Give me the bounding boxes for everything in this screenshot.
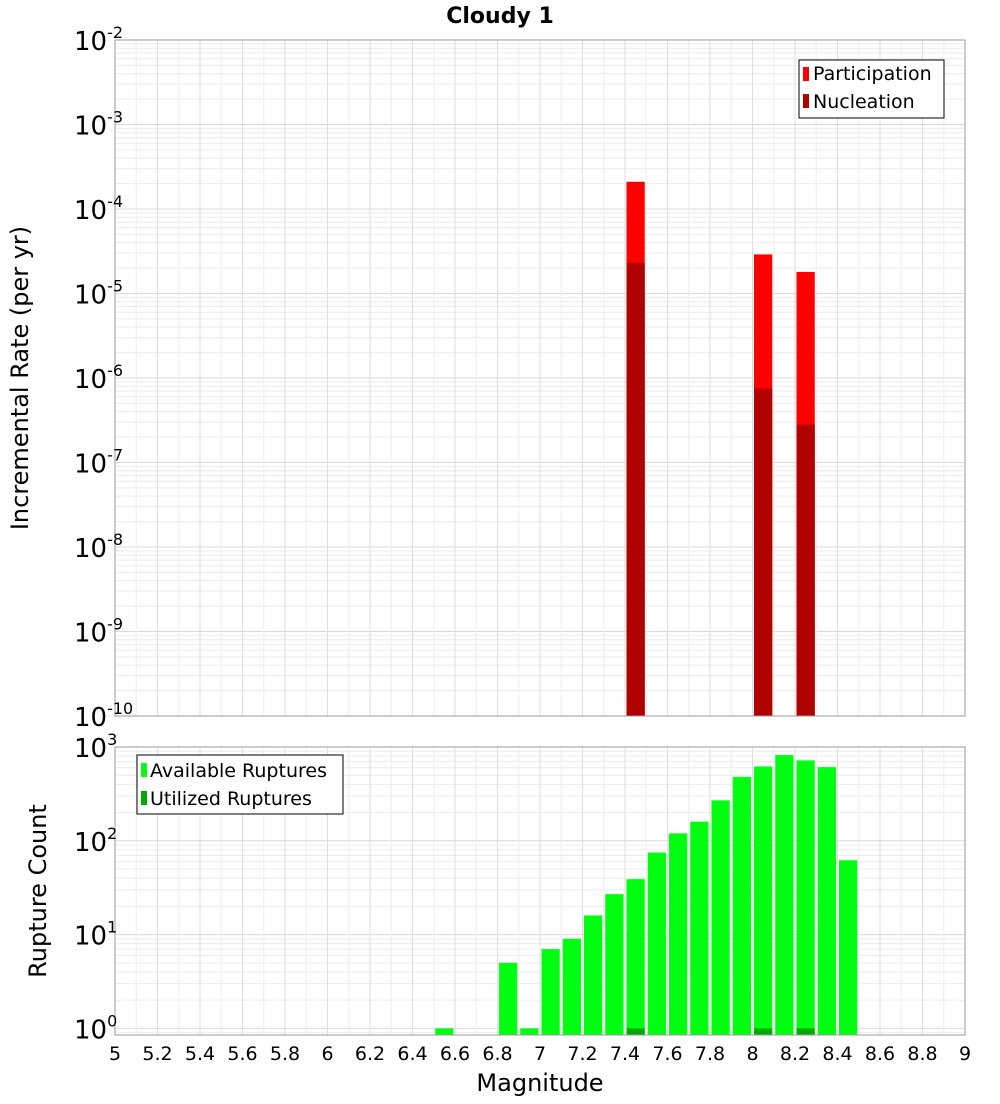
bar-available-ruptures (817, 767, 836, 1035)
bar-available-ruptures (520, 1028, 539, 1035)
legend-label-nucleation: Nucleation (813, 91, 915, 113)
x-axis-ticks: 5 5.2 5.4 5.6 5.8 6 6.2 6.4 6.6 6.8 7 7.2 7.4 7.6 7.8 8… (109, 1043, 971, 1065)
bar-available-ruptures (499, 962, 518, 1035)
bar-available-ruptures (839, 860, 858, 1035)
bar-nucleation (626, 262, 645, 716)
bottom-panel-bars (435, 755, 858, 1035)
bottom-panel-y-tick-label: 100 (74, 1011, 117, 1045)
top-panel-y-tick-label: 10-5 (74, 277, 123, 311)
bar-available-ruptures (796, 760, 815, 1035)
x-tick-label: 8.4 (822, 1043, 852, 1065)
top-panel-legend: Participation Nucleation (798, 59, 945, 119)
bar-nucleation (754, 388, 773, 716)
x-tick-label: 6.6 (440, 1043, 470, 1065)
x-tick-label: 5.8 (270, 1043, 300, 1065)
bottom-panel-legend: Available Ruptures Utilized Ruptures (136, 754, 344, 815)
bar-available-ruptures (690, 821, 709, 1035)
top-panel-y-tick-label: 10-2 (74, 23, 123, 57)
x-tick-label: 8.8 (907, 1043, 937, 1065)
bar-available-ruptures (754, 766, 773, 1035)
top-panel-y-tick-label: 10-8 (74, 530, 123, 564)
bar-available-ruptures (732, 776, 751, 1035)
bar-available-ruptures (775, 755, 794, 1035)
bar-available-ruptures (669, 833, 688, 1035)
top-panel-y-tick-label: 10-4 (74, 192, 123, 226)
top-panel-y-tick-label: 10-6 (74, 361, 123, 395)
bar-utilized-ruptures (754, 1028, 773, 1035)
bottom-panel-plot-area (114, 746, 966, 1036)
x-tick-label: 9 (959, 1043, 971, 1065)
bar-utilized-ruptures (796, 1028, 815, 1035)
x-tick-label: 8 (746, 1043, 758, 1065)
top-panel-grid (115, 39, 965, 717)
bottom-panel-y-tick-label: 101 (74, 918, 117, 952)
bottom-panel-y-tick-label: 102 (74, 824, 117, 858)
x-tick-label: 6.8 (482, 1043, 512, 1065)
bar-available-ruptures (626, 879, 645, 1035)
bottom-panel-y-ticks: 100 101 102 103 (74, 730, 117, 1045)
legend-swatch-nucleation (803, 94, 809, 108)
x-tick-label: 7.4 (610, 1043, 640, 1065)
top-panel-y-tick-label: 10-10 (74, 699, 133, 733)
legend-label-participation: Participation (813, 63, 932, 85)
legend-swatch-participation (803, 67, 809, 81)
bar-available-ruptures (435, 1028, 454, 1035)
bar-nucleation (796, 424, 815, 716)
chart-title: Cloudy 1 (446, 4, 554, 29)
x-tick-label: 7.8 (695, 1043, 725, 1065)
x-tick-label: 5 (109, 1043, 121, 1065)
legend-swatch-available-ruptures (141, 763, 147, 777)
top-panel-bars (626, 181, 815, 717)
x-tick-label: 7 (534, 1043, 546, 1065)
bar-available-ruptures (711, 800, 730, 1035)
legend-label-utilized-ruptures: Utilized Ruptures (150, 788, 312, 810)
x-tick-label: 5.4 (185, 1043, 215, 1065)
top-panel-y-axis-label: Incremental Rate (per yr) (6, 226, 34, 530)
x-tick-label: 5.2 (142, 1043, 172, 1065)
bottom-panel-y-axis-label: Rupture Count (24, 804, 52, 978)
top-panel-y-tick-label: 10-9 (74, 615, 123, 649)
top-panel-y-tick-label: 10-7 (74, 446, 123, 480)
x-tick-label: 8.2 (780, 1043, 810, 1065)
x-tick-label: 7.2 (567, 1043, 597, 1065)
x-tick-label: 7.6 (652, 1043, 682, 1065)
x-axis-label: Magnitude (476, 1069, 603, 1097)
bar-available-ruptures (647, 852, 666, 1035)
bar-available-ruptures (584, 915, 603, 1035)
bar-available-ruptures (605, 894, 624, 1035)
x-tick-label: 6 (321, 1043, 333, 1065)
x-tick-label: 8.6 (865, 1043, 895, 1065)
top-panel-plot-area (114, 39, 966, 717)
bottom-panel-y-tick-label: 103 (74, 730, 117, 764)
legend-box (798, 59, 945, 119)
x-tick-label: 5.6 (227, 1043, 257, 1065)
bar-available-ruptures (562, 938, 581, 1035)
bar-available-ruptures (541, 949, 560, 1035)
top-panel-y-ticks: 10-10 10-9 10-8 10-7 10-6 10-5 10-4 10-3 10-2 (74, 23, 133, 733)
x-tick-label: 6.4 (397, 1043, 427, 1065)
bar-utilized-ruptures (626, 1028, 645, 1035)
top-panel-y-tick-label: 10-3 (74, 108, 123, 142)
legend-label-available-ruptures: Available Ruptures (150, 760, 327, 782)
legend-swatch-utilized-ruptures (141, 791, 147, 805)
legend-box (136, 754, 344, 815)
x-tick-label: 6.2 (355, 1043, 385, 1065)
